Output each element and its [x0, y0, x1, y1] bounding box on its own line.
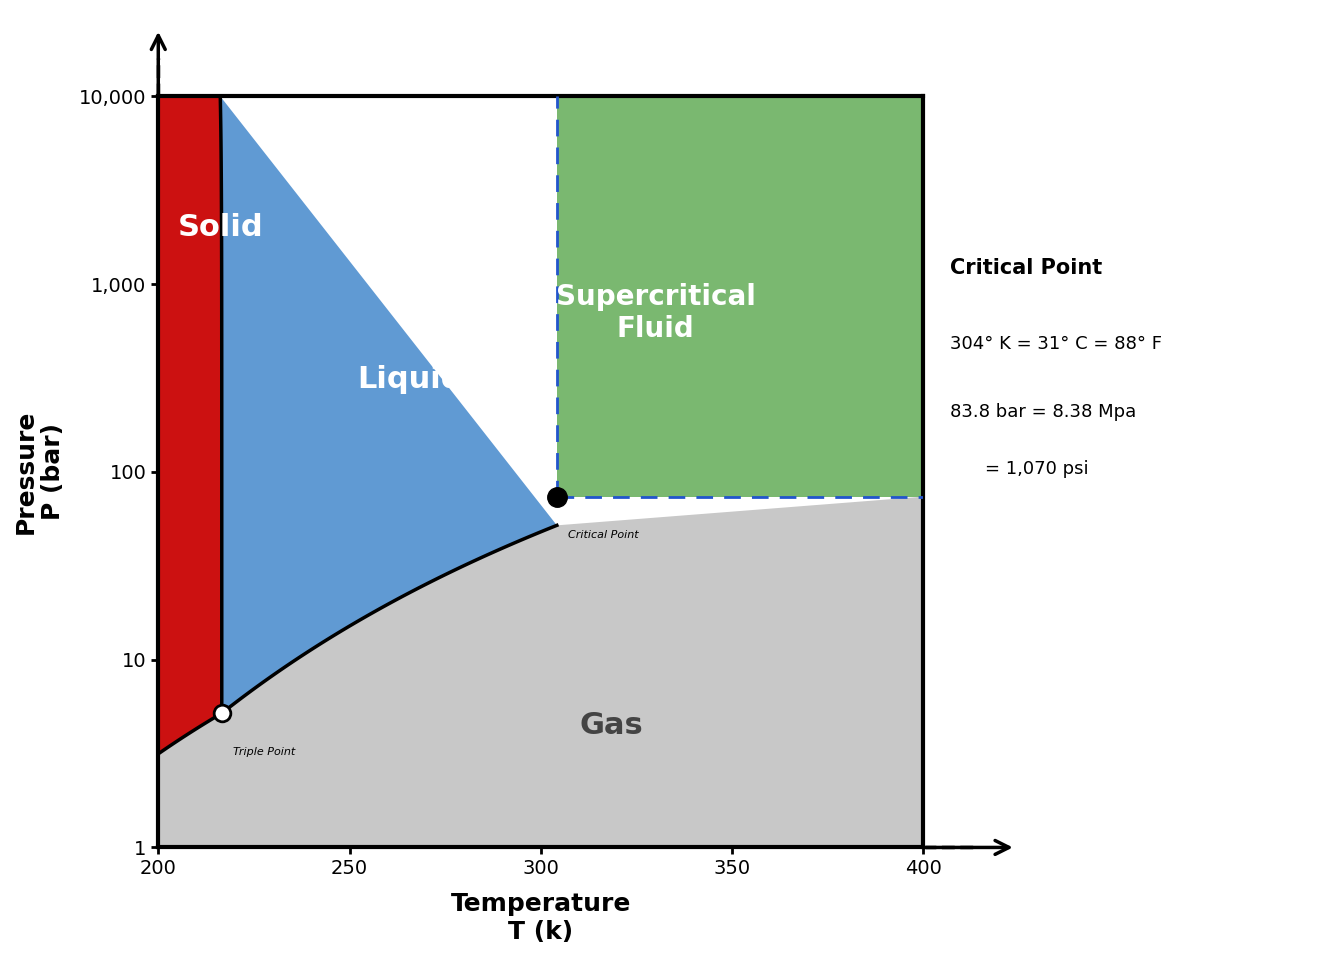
Text: Critical Point: Critical Point [568, 531, 638, 540]
Polygon shape [158, 96, 222, 847]
Text: 304° K = 31° C = 88° F: 304° K = 31° C = 88° F [950, 335, 1162, 353]
Polygon shape [220, 96, 557, 714]
Text: Supercritical
Fluid: Supercritical Fluid [555, 283, 756, 344]
Text: Critical Point: Critical Point [950, 257, 1101, 277]
Y-axis label: Pressure
P (bar): Pressure P (bar) [13, 409, 65, 534]
Text: Triple Point: Triple Point [233, 747, 295, 757]
Polygon shape [557, 96, 923, 497]
Text: Solid: Solid [177, 213, 262, 242]
Text: Liquid: Liquid [357, 365, 463, 394]
Text: 83.8 bar = 8.38 Mpa: 83.8 bar = 8.38 Mpa [950, 403, 1136, 421]
Text: = 1,070 psi: = 1,070 psi [985, 459, 1089, 478]
X-axis label: Temperature
T (k): Temperature T (k) [451, 892, 630, 944]
Text: Gas: Gas [579, 712, 642, 741]
Polygon shape [158, 497, 923, 847]
